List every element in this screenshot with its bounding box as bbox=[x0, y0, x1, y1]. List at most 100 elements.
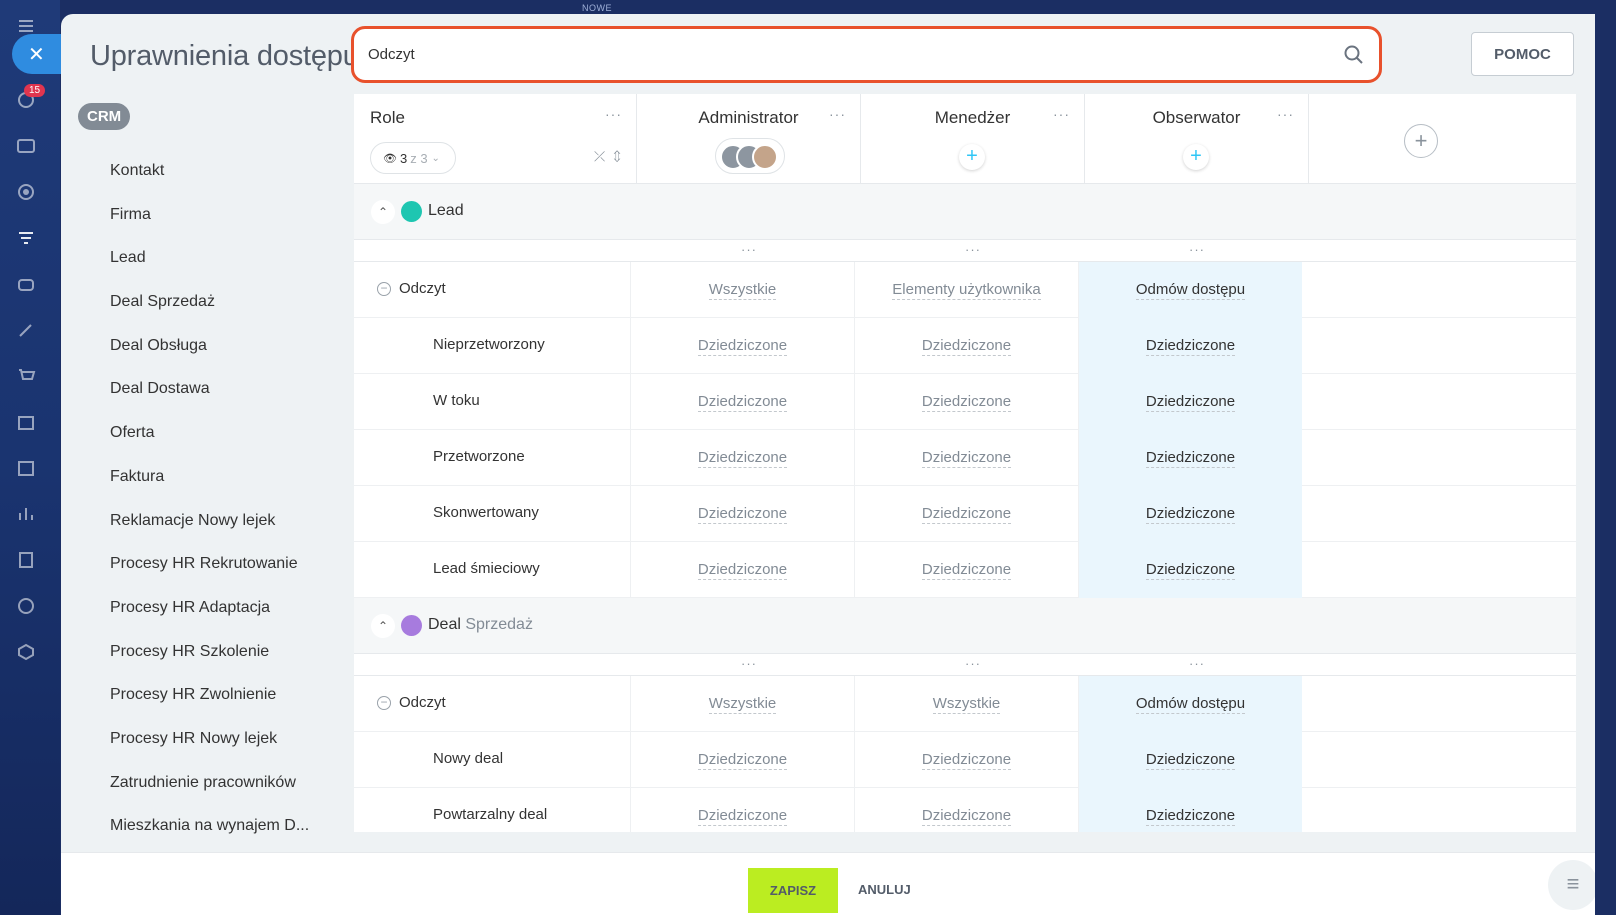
permission-cell[interactable]: Dziedziczone bbox=[630, 374, 854, 430]
permission-cell[interactable]: Dziedziczone bbox=[854, 486, 1078, 542]
crm-filter-icon[interactable] bbox=[16, 228, 36, 248]
add-role-button[interactable]: + bbox=[1404, 124, 1438, 158]
permission-cell[interactable]: Dziedziczone bbox=[630, 732, 854, 788]
permission-value[interactable]: Odmów dostępu bbox=[1135, 694, 1246, 714]
permission-cell[interactable]: Dziedziczone bbox=[1078, 374, 1302, 430]
permission-cell[interactable]: Dziedziczone bbox=[854, 374, 1078, 430]
permission-cell[interactable]: Dziedziczone bbox=[1078, 788, 1302, 832]
permission-value[interactable]: Dziedziczone bbox=[1145, 806, 1236, 826]
permission-value[interactable]: Dziedziczone bbox=[1145, 750, 1236, 770]
permission-cell[interactable]: Dziedziczone bbox=[854, 318, 1078, 374]
warehouse-icon[interactable] bbox=[16, 412, 36, 432]
permission-value[interactable]: Dziedziczone bbox=[1145, 504, 1236, 524]
more-icon[interactable]: ··· bbox=[1189, 656, 1205, 671]
pen-icon[interactable] bbox=[16, 320, 36, 340]
permission-value[interactable]: Dziedziczone bbox=[1145, 560, 1236, 580]
nav-item[interactable]: Reklamacje Nowy lejek bbox=[110, 511, 276, 529]
more-icon[interactable]: ··· bbox=[1053, 106, 1070, 122]
permission-value[interactable]: Dziedziczone bbox=[697, 392, 788, 412]
collapse-icon[interactable]: − bbox=[377, 282, 391, 296]
add-user-button[interactable]: + bbox=[959, 144, 985, 170]
permission-value[interactable]: Odmów dostępu bbox=[1135, 280, 1246, 300]
search-icon[interactable] bbox=[1343, 44, 1365, 66]
permission-cell[interactable]: Dziedziczone bbox=[1078, 486, 1302, 542]
permission-cell[interactable]: Elementy użytkownika bbox=[854, 262, 1078, 318]
save-button[interactable]: ZAPISZ bbox=[748, 868, 838, 913]
more-icon[interactable]: ··· bbox=[741, 656, 757, 671]
menu-icon[interactable] bbox=[16, 16, 36, 36]
search-input[interactable] bbox=[368, 46, 1343, 63]
permission-value[interactable]: Dziedziczone bbox=[921, 806, 1012, 826]
permission-value[interactable]: Dziedziczone bbox=[921, 336, 1012, 356]
more-icon[interactable]: ··· bbox=[605, 106, 622, 122]
permission-cell[interactable]: Wszystkie bbox=[854, 676, 1078, 732]
permission-value[interactable]: Dziedziczone bbox=[921, 504, 1012, 524]
permission-cell[interactable]: Odmów dostępu bbox=[1078, 262, 1302, 318]
nav-item[interactable]: Deal Sprzedaż bbox=[110, 293, 215, 311]
more-icon[interactable]: ··· bbox=[965, 242, 981, 257]
nav-item[interactable]: Mieszkania na wynajem D... bbox=[110, 817, 310, 835]
collapse-icon[interactable]: − bbox=[377, 696, 391, 710]
chevron-up-icon[interactable]: ⌃ bbox=[371, 614, 395, 638]
nav-item[interactable]: Deal Dostawa bbox=[110, 380, 210, 398]
permission-cell[interactable]: Dziedziczone bbox=[854, 542, 1078, 598]
permission-cell[interactable]: Dziedziczone bbox=[630, 788, 854, 832]
permission-value[interactable]: Dziedziczone bbox=[921, 750, 1012, 770]
add-user-button[interactable]: + bbox=[1183, 144, 1209, 170]
permission-value[interactable]: Dziedziczone bbox=[697, 336, 788, 356]
nav-item[interactable]: Lead bbox=[110, 249, 146, 267]
permission-value[interactable]: Dziedziczone bbox=[1145, 392, 1236, 412]
permission-value[interactable]: Dziedziczone bbox=[1145, 336, 1236, 356]
permission-cell[interactable]: Dziedziczone bbox=[630, 542, 854, 598]
help-button[interactable]: POMOC bbox=[1471, 32, 1574, 76]
more-icon[interactable]: ··· bbox=[741, 242, 757, 257]
permission-cell[interactable]: Dziedziczone bbox=[1078, 318, 1302, 374]
close-slider-button[interactable]: ✕ bbox=[12, 34, 68, 74]
permission-value[interactable]: Dziedziczone bbox=[697, 504, 788, 524]
nav-item[interactable]: Procesy HR Szkolenie bbox=[110, 642, 270, 660]
permission-value[interactable]: Dziedziczone bbox=[697, 560, 788, 580]
permission-cell[interactable]: Wszystkie bbox=[630, 262, 854, 318]
list-menu-icon[interactable]: ≡ bbox=[1548, 860, 1595, 910]
nav-item[interactable]: Deal Obsługa bbox=[110, 336, 207, 354]
nav-item[interactable]: Procesy HR Nowy lejek bbox=[110, 729, 278, 747]
nav-item[interactable]: Procesy HR Zwolnienie bbox=[110, 686, 277, 704]
document-icon[interactable] bbox=[16, 550, 36, 570]
permission-cell[interactable]: Dziedziczone bbox=[1078, 732, 1302, 788]
permission-value[interactable]: Elementy użytkownika bbox=[892, 280, 1041, 300]
roles-filter[interactable]: 👁 3 z 3 ⌄ bbox=[370, 142, 456, 174]
permission-value[interactable]: Dziedziczone bbox=[697, 806, 788, 826]
permission-cell[interactable]: Dziedziczone bbox=[854, 430, 1078, 486]
permission-value[interactable]: Dziedziczone bbox=[1145, 448, 1236, 468]
permission-cell[interactable]: Odmów dostępu bbox=[1078, 676, 1302, 732]
target-icon[interactable] bbox=[16, 182, 36, 202]
permission-value[interactable]: Dziedziczone bbox=[697, 750, 788, 770]
permission-value[interactable]: Dziedziczone bbox=[921, 448, 1012, 468]
more-icon[interactable]: ··· bbox=[965, 656, 981, 671]
permission-value[interactable]: Dziedziczone bbox=[921, 392, 1012, 412]
permission-value[interactable]: Wszystkie bbox=[708, 694, 777, 714]
chevron-up-icon[interactable]: ⌃ bbox=[371, 200, 395, 224]
cart-icon[interactable] bbox=[16, 366, 36, 386]
permission-cell[interactable]: Dziedziczone bbox=[854, 732, 1078, 788]
collapse-expand-icon[interactable]: ⤫ ⇕ bbox=[594, 148, 621, 164]
nav-item[interactable]: Zatrudnienie pracowników bbox=[110, 773, 296, 791]
permission-value[interactable]: Dziedziczone bbox=[921, 560, 1012, 580]
contact-card-icon[interactable] bbox=[16, 136, 36, 156]
nav-item[interactable]: Procesy HR Adaptacja bbox=[110, 598, 271, 616]
nav-item[interactable]: Firma bbox=[110, 205, 151, 223]
nav-item[interactable]: Kontakt bbox=[110, 162, 165, 179]
permission-cell[interactable]: Dziedziczone bbox=[630, 430, 854, 486]
more-icon[interactable]: ··· bbox=[829, 106, 846, 122]
nav-item[interactable]: Oferta bbox=[110, 424, 155, 442]
nav-item[interactable]: Procesy HR Rekrutowanie bbox=[110, 555, 298, 573]
nav-item[interactable]: Faktura bbox=[110, 467, 165, 485]
crm-tag[interactable]: CRM bbox=[78, 103, 131, 130]
calendar-icon[interactable] bbox=[16, 458, 36, 478]
avatar-group[interactable] bbox=[715, 138, 785, 174]
chart-icon[interactable] bbox=[16, 504, 36, 524]
search-box[interactable] bbox=[351, 26, 1382, 83]
cube-icon[interactable] bbox=[16, 642, 36, 662]
cancel-button[interactable]: ANULUJ bbox=[858, 882, 911, 897]
more-icon[interactable]: ··· bbox=[1277, 106, 1294, 122]
